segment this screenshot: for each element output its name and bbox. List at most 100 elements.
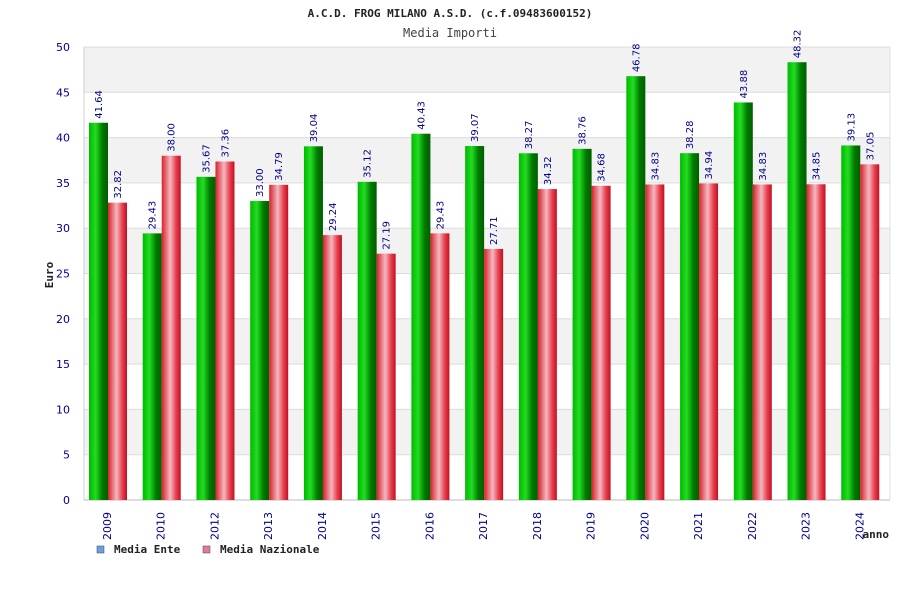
bar-media-nazionale-2013	[269, 184, 289, 500]
data-label: 34.32	[543, 156, 554, 185]
bar-media-nazionale-2021	[699, 183, 719, 500]
data-label: 35.67	[201, 144, 212, 173]
data-label: 40.43	[416, 101, 427, 130]
y-axis-ticks: 0 5 10 15 20 25 30 35 40 45 50	[56, 41, 70, 507]
bar-media-ente-2019	[572, 148, 592, 500]
bar-media-ente-2009	[89, 122, 108, 500]
bar-media-nazionale-2017	[484, 248, 504, 500]
bar-media-nazionale-2012	[215, 161, 235, 500]
grid-band	[84, 47, 890, 93]
grid-band	[84, 92, 890, 138]
x-tick-label: 2013	[262, 512, 275, 540]
x-axis-title: anno	[863, 528, 890, 541]
bar-media-nazionale-2018	[537, 189, 557, 501]
bar-media-ente-2010	[142, 233, 162, 500]
bar-media-nazionale-2019	[591, 185, 611, 500]
x-tick-label: 2022	[746, 512, 759, 540]
y-tick-label: 45	[56, 86, 70, 99]
x-tick-label: 2012	[208, 512, 221, 540]
bar-media-ente-2012	[196, 176, 216, 500]
x-tick-label: 2015	[370, 512, 383, 540]
data-label: 29.43	[435, 201, 446, 230]
legend-swatch-media-nazionale	[202, 545, 211, 554]
bar-media-ente-2021	[680, 153, 700, 500]
bar-media-nazionale-2020	[645, 184, 665, 501]
x-tick-label: 2017	[477, 512, 490, 540]
bar-media-nazionale-2024	[860, 164, 880, 500]
bar-media-ente-2022	[733, 102, 753, 500]
y-tick-label: 30	[56, 222, 70, 235]
data-label: 34.83	[758, 152, 769, 181]
legend-label-media-ente: Media Ente	[114, 543, 181, 556]
chart-subtitle: Media Importi	[403, 26, 497, 40]
data-label: 39.07	[470, 113, 481, 142]
data-label: 37.05	[865, 132, 876, 161]
bar-media-ente-2014	[303, 146, 323, 500]
y-axis-title: Euro	[43, 261, 56, 288]
y-tick-label: 15	[56, 358, 70, 371]
y-tick-label: 20	[56, 313, 70, 326]
x-tick-label: 2014	[316, 512, 329, 540]
bars	[89, 62, 880, 501]
x-axis-ticks: 2009 2010 2012 2013 2014 2015 2016 2017 2018 2019…	[101, 512, 866, 540]
data-label: 27.71	[489, 216, 500, 245]
x-tick-label: 2023	[800, 512, 813, 540]
data-label: 43.88	[739, 70, 750, 99]
data-label: 34.79	[274, 152, 285, 181]
x-tick-label: 2010	[155, 512, 168, 540]
x-tick-label: 2021	[692, 512, 705, 540]
legend: Media Ente Media Nazionale	[96, 543, 320, 556]
data-label: 34.83	[650, 152, 661, 181]
y-tick-label: 35	[56, 177, 70, 190]
data-label: 48.32	[793, 30, 804, 59]
data-label: 38.27	[524, 121, 535, 150]
bar-media-nazionale-2016	[430, 233, 450, 500]
data-label: 38.00	[167, 123, 178, 152]
bar-media-nazionale-2009	[108, 202, 127, 500]
data-label: 38.28	[685, 121, 696, 150]
y-tick-label: 5	[63, 449, 70, 462]
data-label: 37.36	[220, 129, 231, 158]
x-tick-label: 2009	[101, 512, 114, 540]
bar-media-ente-2016	[411, 133, 431, 500]
data-label: 35.12	[363, 149, 374, 178]
data-labels: 41.64 32.82 29.43 38.00 35.67 37.36 33.00 34.79…	[94, 30, 876, 250]
data-label: 39.13	[846, 113, 857, 142]
data-label: 29.43	[148, 201, 159, 230]
bar-media-nazionale-2023	[806, 184, 826, 500]
bar-media-ente-2018	[518, 153, 538, 500]
bar-media-nazionale-2015	[376, 253, 396, 500]
data-label: 29.24	[328, 202, 339, 231]
x-tick-label: 2016	[423, 512, 436, 540]
chart-title: A.C.D. FROG MILANO A.S.D. (c.f.094836001…	[308, 7, 593, 20]
data-label: 34.68	[597, 153, 608, 182]
x-tick-label: 2019	[585, 512, 598, 540]
y-tick-label: 40	[56, 132, 70, 145]
data-label: 34.94	[704, 151, 715, 180]
data-label: 33.00	[255, 168, 266, 197]
data-label: 32.82	[113, 170, 124, 199]
data-label: 39.04	[309, 114, 320, 143]
data-label: 34.85	[812, 152, 823, 181]
bar-media-ente-2015	[357, 181, 377, 500]
bar-media-nazionale-2022	[752, 184, 772, 501]
data-label: 41.64	[94, 90, 105, 119]
bar-media-ente-2020	[626, 76, 646, 500]
legend-swatch-media-ente	[96, 545, 105, 554]
y-tick-label: 10	[56, 403, 70, 416]
bar-media-nazionale-2014	[322, 235, 342, 500]
y-tick-label: 25	[56, 268, 70, 281]
bar-media-ente-2023	[787, 62, 807, 501]
x-tick-label: 2018	[531, 512, 544, 540]
bar-media-nazionale-2010	[161, 155, 181, 500]
bar-media-ente-2024	[841, 145, 861, 501]
legend-label-media-nazionale: Media Nazionale	[220, 543, 320, 556]
bar-media-ente-2017	[465, 146, 485, 500]
data-label: 27.19	[382, 221, 393, 250]
y-tick-label: 50	[56, 41, 70, 54]
data-label: 38.76	[578, 116, 589, 145]
x-tick-label: 2024	[853, 512, 866, 540]
y-tick-label: 0	[63, 494, 70, 507]
data-label: 46.78	[631, 44, 642, 73]
